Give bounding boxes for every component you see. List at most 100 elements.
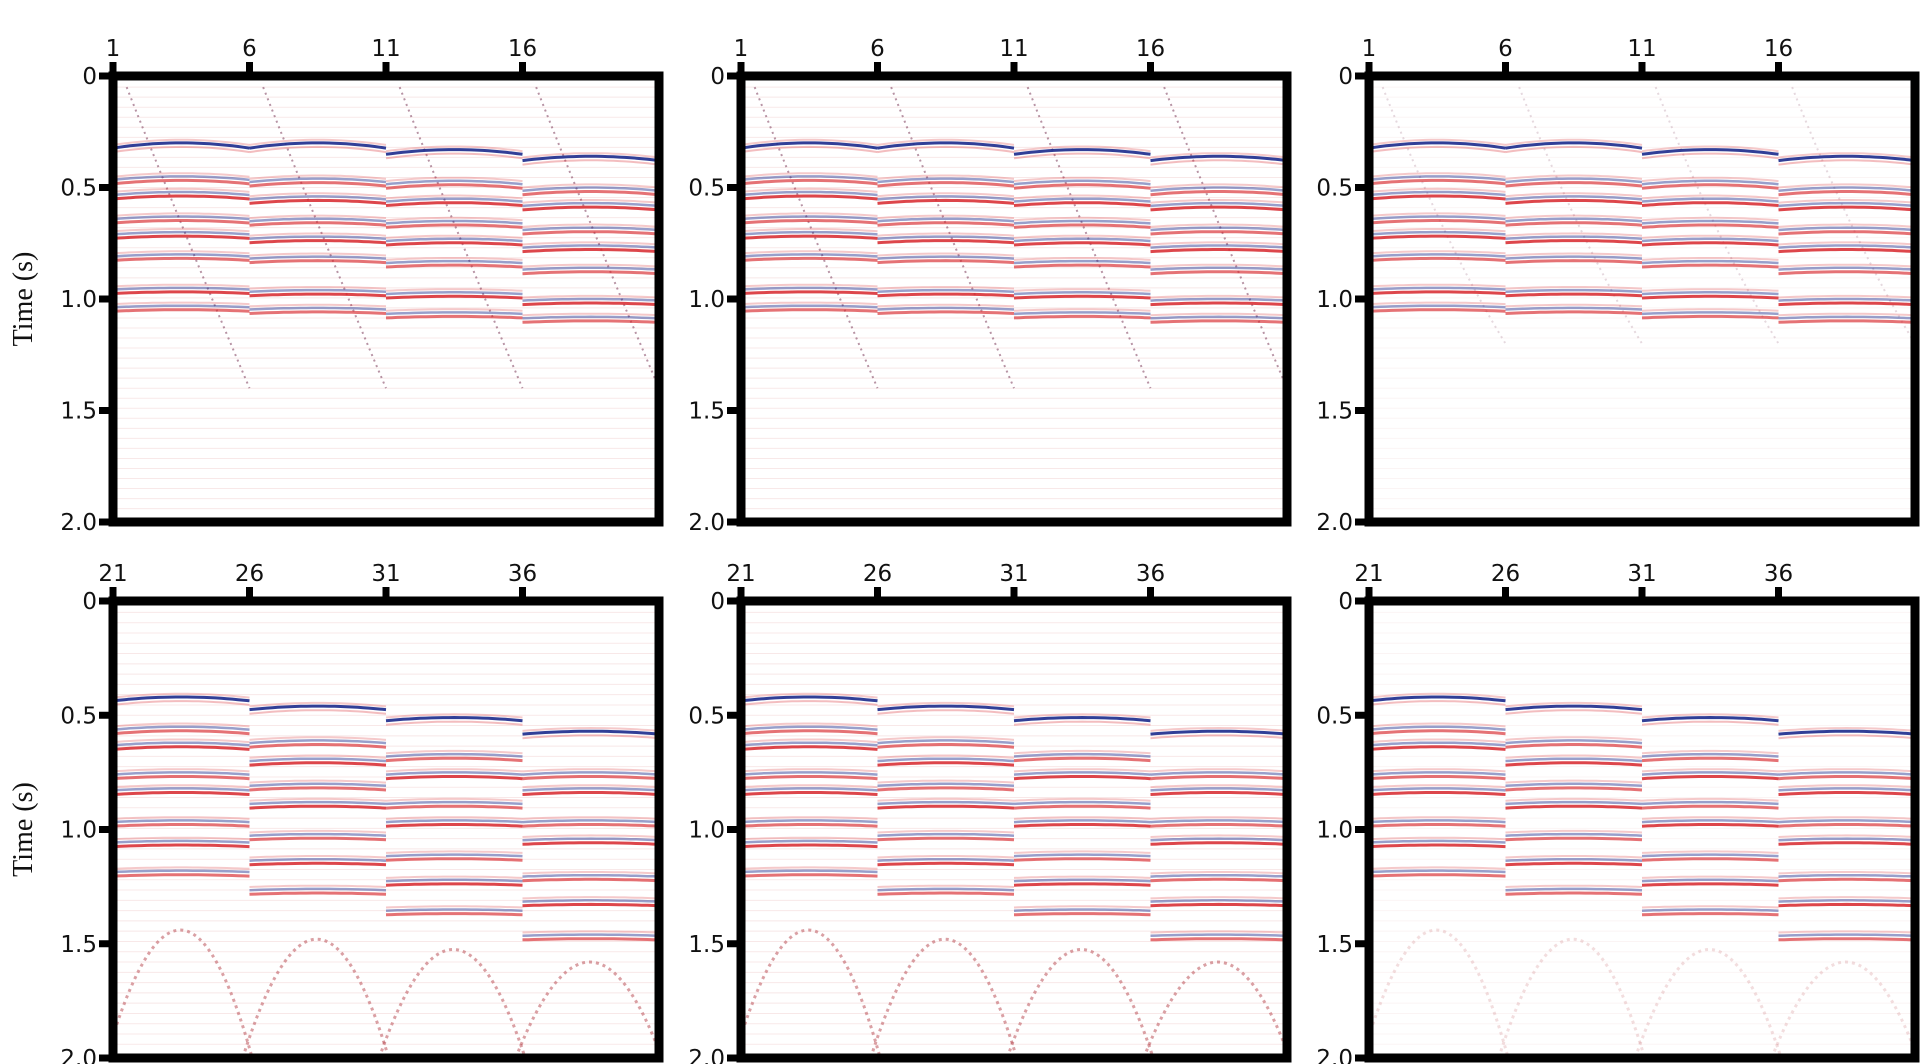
reflection-trough	[1369, 304, 1506, 309]
reflection-peak	[522, 734, 659, 740]
reflection-trough	[1778, 266, 1915, 271]
reflection-trough	[113, 304, 250, 309]
reflection-trough	[1150, 873, 1287, 878]
reflection-trough	[522, 154, 659, 163]
reflection-sidelobe	[385, 768, 523, 773]
diffraction-artifact	[1770, 960, 1915, 1058]
reflection-trough	[1778, 933, 1915, 937]
reflection-sidelobe	[1150, 726, 1287, 732]
reflection-peak	[1505, 198, 1643, 205]
reflection-sidelobe	[1369, 172, 1506, 178]
reflection-sidelobe	[1505, 214, 1643, 220]
reflection-trough	[1778, 771, 1915, 776]
y-tick-label: 0.5	[1316, 703, 1353, 729]
reflection-sidelobe	[522, 223, 659, 228]
reflection-sidelobe	[522, 871, 659, 875]
reflection-sidelobe	[1150, 223, 1287, 228]
reflection-trough	[1505, 217, 1643, 223]
reflection-trough	[1150, 244, 1287, 249]
reflection-sidelobe	[1641, 875, 1779, 879]
reflection-peak	[1369, 145, 1506, 154]
reflection-peak	[1505, 145, 1643, 154]
reflection-peak	[522, 205, 659, 212]
reflection-peak	[522, 823, 659, 828]
reflection-peak	[249, 836, 387, 842]
reflection-peak	[741, 178, 878, 186]
reflection-peak	[1150, 159, 1287, 166]
reflection-sidelobe	[1150, 199, 1287, 204]
reflection-sidelobe	[249, 174, 387, 180]
reflection-trough	[1013, 179, 1151, 186]
reflection-peak	[522, 190, 659, 197]
x-tick-label: 1	[734, 36, 749, 62]
x-tick-label: 16	[508, 36, 537, 62]
reflection-peak	[1369, 791, 1506, 796]
reflection-sidelobe	[741, 784, 878, 789]
y-tick-label: 1.0	[1316, 287, 1353, 313]
reflection-peak	[113, 308, 250, 313]
reflection-trough	[1778, 201, 1915, 208]
reflection-trough	[1778, 837, 1915, 842]
reflection-trough	[741, 190, 878, 197]
reflection-sidelobe	[1505, 797, 1643, 802]
y-tick-label: 1.5	[1316, 399, 1353, 425]
reflection-peak	[741, 745, 878, 751]
reflection-sidelobe	[1369, 283, 1506, 288]
reflection-peak	[113, 745, 250, 751]
reflection-peak	[522, 230, 659, 236]
reflection-sidelobe	[1150, 263, 1287, 268]
reflection-peak	[1013, 882, 1151, 887]
reflection-sidelobe	[522, 183, 659, 189]
reflection-trough	[1150, 933, 1287, 937]
reflection-trough	[1369, 725, 1506, 731]
reflection-peak	[1150, 301, 1287, 307]
reflection-peak	[1778, 230, 1915, 236]
x-tick	[1147, 587, 1154, 601]
reflection-trough	[1150, 226, 1287, 232]
y-tick-label: 1.5	[60, 399, 97, 425]
y-axis-title: Time (s)	[8, 782, 39, 877]
diffraction-artifact	[1791, 86, 1915, 345]
diffraction-artifact	[1369, 928, 1510, 1058]
y-tick	[1355, 518, 1369, 526]
reflection-peak	[877, 804, 1015, 810]
reflection-peak	[1505, 259, 1643, 265]
reflection-sidelobe	[1369, 768, 1506, 773]
reflection-sidelobe	[1369, 692, 1506, 699]
reflection-trough	[741, 869, 878, 874]
x-tick-label: 16	[1136, 36, 1165, 62]
reflection-trough	[522, 729, 659, 736]
y-tick	[99, 711, 113, 719]
reflection-peak	[1505, 181, 1643, 188]
reflection-sidelobe	[385, 905, 523, 909]
reflection-trough	[385, 878, 523, 883]
reflection-sidelobe	[1641, 176, 1779, 183]
reflection-sidelobe	[877, 192, 1015, 198]
reflection-sidelobe	[1505, 884, 1643, 888]
reflection-peak	[1369, 194, 1506, 201]
y-tick	[727, 711, 741, 719]
reflection-peak	[1369, 823, 1506, 828]
y-tick	[99, 518, 113, 526]
reflection-peak	[1641, 201, 1779, 207]
reflection-trough	[113, 230, 250, 236]
x-tick-label: 26	[1491, 561, 1520, 587]
reflection-sidelobe	[741, 301, 878, 306]
reflection-trough	[1013, 259, 1151, 265]
reflection-sidelobe	[249, 303, 387, 308]
y-axis-title: Time (s)	[8, 252, 39, 347]
y-tick-label: 0.5	[60, 176, 97, 202]
reflection-trough	[1150, 837, 1287, 842]
reflection-peak	[741, 823, 878, 828]
y-tick-label: 0	[1338, 64, 1353, 90]
reflection-peak	[1641, 857, 1779, 862]
reflection-peak	[522, 159, 659, 166]
reflection-trough	[1778, 899, 1915, 903]
reflection-sidelobe	[385, 875, 523, 879]
reflection-trough	[249, 739, 387, 745]
reflection-trough	[522, 315, 659, 320]
x-tick-label: 16	[1764, 36, 1793, 62]
